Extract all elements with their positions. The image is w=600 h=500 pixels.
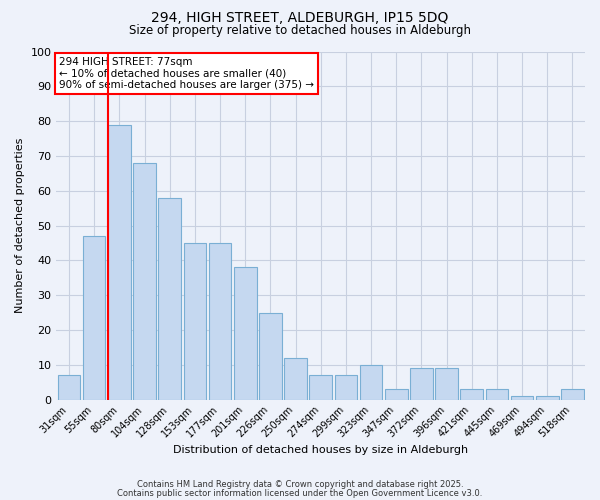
Bar (83, 236, 106, 400)
Bar (310, 376, 332, 400)
Text: Contains public sector information licensed under the Open Government Licence v3: Contains public sector information licen… (118, 488, 482, 498)
X-axis label: Distribution of detached houses by size in Aldeburgh: Distribution of detached houses by size … (173, 445, 468, 455)
Bar (234, 268, 257, 400)
Text: 294 HIGH STREET: 77sqm
← 10% of detached houses are smaller (40)
90% of semi-det: 294 HIGH STREET: 77sqm ← 10% of detached… (59, 56, 314, 90)
Text: 294, HIGH STREET, ALDEBURGH, IP15 5DQ: 294, HIGH STREET, ALDEBURGH, IP15 5DQ (151, 11, 449, 25)
Bar (284, 358, 307, 400)
Text: Size of property relative to detached houses in Aldeburgh: Size of property relative to detached ho… (129, 24, 471, 37)
Bar (410, 368, 433, 400)
Bar (385, 389, 407, 400)
Bar (158, 198, 181, 400)
Bar (561, 389, 584, 400)
Bar (435, 368, 458, 400)
Text: Contains HM Land Registry data © Crown copyright and database right 2025.: Contains HM Land Registry data © Crown c… (137, 480, 463, 489)
Bar (360, 365, 382, 400)
Bar (58, 376, 80, 400)
Bar (460, 389, 483, 400)
Bar (259, 312, 281, 400)
Y-axis label: Number of detached properties: Number of detached properties (15, 138, 25, 314)
Bar (511, 396, 533, 400)
Bar (335, 376, 357, 400)
Bar (209, 243, 232, 400)
Bar (133, 163, 156, 400)
Bar (184, 243, 206, 400)
Bar (536, 396, 559, 400)
Bar (108, 124, 131, 400)
Bar (485, 389, 508, 400)
